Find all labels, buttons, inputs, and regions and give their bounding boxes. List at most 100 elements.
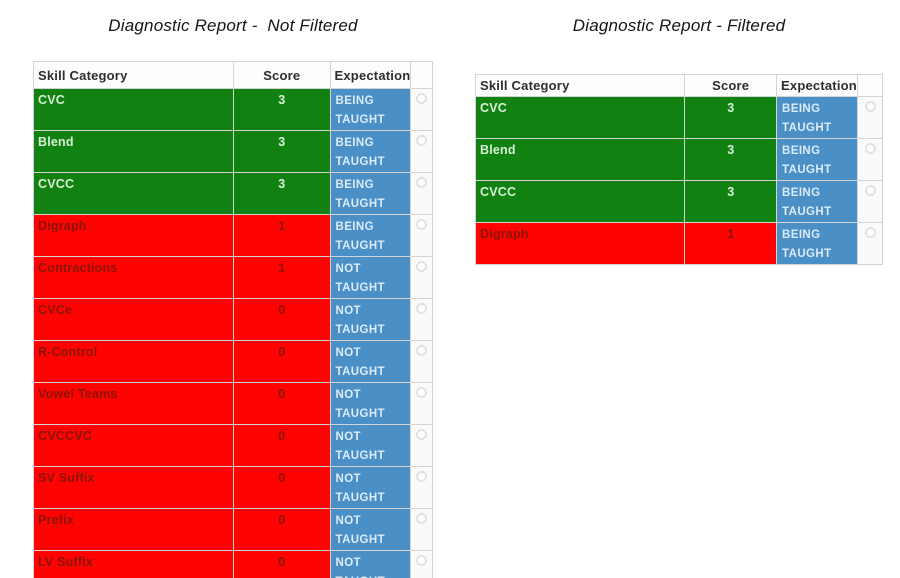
- expectation-cell: NOT TAUGHT: [329, 382, 412, 425]
- skill-category-cell: CVCC: [32, 172, 235, 215]
- expectation-cell: BEING TAUGHT: [776, 180, 859, 223]
- row-select-cell: [410, 340, 433, 383]
- score-cell: 3: [233, 130, 331, 173]
- table-row: Digraph 1 BEING TAUGHT: [474, 222, 883, 265]
- table-row: SV Suffix 0 NOT TAUGHT: [32, 466, 433, 509]
- expectation-cell: NOT TAUGHT: [329, 298, 412, 341]
- expectation-cell: BEING TAUGHT: [329, 88, 412, 131]
- column-header-select: [857, 74, 883, 97]
- table-row: R-Control 0 NOT TAUGHT: [32, 340, 433, 383]
- row-select-cell: [857, 138, 883, 181]
- radio-button-icon[interactable]: [416, 429, 428, 440]
- skill-category-cell: Digraph: [32, 214, 235, 257]
- skill-category-cell: SV Suffix: [32, 466, 235, 509]
- radio-button-icon[interactable]: [416, 387, 428, 398]
- skill-category-cell: CVCCVC: [32, 424, 235, 467]
- table-row: CVCC 3 BEING TAUGHT: [32, 172, 433, 215]
- row-select-cell: [857, 222, 883, 265]
- radio-button-icon[interactable]: [416, 93, 428, 104]
- table-row: CVCC 3 BEING TAUGHT: [474, 180, 883, 223]
- radio-button-icon[interactable]: [416, 219, 428, 230]
- score-cell: 0: [233, 466, 331, 509]
- expectation-cell: BEING TAUGHT: [329, 214, 412, 257]
- score-cell: 0: [233, 424, 331, 467]
- radio-button-icon[interactable]: [416, 555, 428, 566]
- expectation-cell: NOT TAUGHT: [329, 256, 412, 299]
- diagnostic-report-filtered: Diagnostic Report - Filtered Skill Categ…: [474, 16, 883, 265]
- row-select-cell: [410, 508, 433, 551]
- column-header-score: Score: [233, 61, 331, 89]
- skill-category-cell: Digraph: [474, 222, 686, 265]
- expectation-cell: BEING TAUGHT: [329, 172, 412, 215]
- table-row: CVC 3 BEING TAUGHT: [474, 96, 883, 139]
- column-header-skill-category: Skill Category: [32, 61, 235, 89]
- radio-button-icon[interactable]: [416, 513, 428, 524]
- skill-category-cell: Blend: [474, 138, 686, 181]
- expectation-cell: NOT TAUGHT: [329, 550, 412, 578]
- score-cell: 3: [684, 138, 778, 181]
- score-cell: 3: [233, 88, 331, 131]
- table-row: Contractions 1 NOT TAUGHT: [32, 256, 433, 299]
- score-cell: 0: [233, 298, 331, 341]
- table-header-row: Skill Category Score Expectation: [474, 74, 883, 97]
- table-row: Blend 3 BEING TAUGHT: [32, 130, 433, 173]
- table-row: CVC 3 BEING TAUGHT: [32, 88, 433, 131]
- row-select-cell: [857, 180, 883, 223]
- score-cell: 1: [684, 222, 778, 265]
- score-cell: 0: [233, 382, 331, 425]
- row-select-cell: [410, 466, 433, 509]
- expectation-cell: NOT TAUGHT: [329, 424, 412, 467]
- table-row: LV Suffix 0 NOT TAUGHT: [32, 550, 433, 578]
- column-header-skill-category: Skill Category: [474, 74, 686, 97]
- row-select-cell: [410, 382, 433, 425]
- expectation-cell: NOT TAUGHT: [329, 508, 412, 551]
- skills-table: Skill Category Score Expectation CVC 3 B…: [32, 61, 433, 578]
- skill-category-cell: CVCe: [32, 298, 235, 341]
- page-title: Diagnostic Report - Filtered: [572, 16, 786, 35]
- radio-button-icon[interactable]: [416, 471, 428, 482]
- radio-button-icon[interactable]: [416, 135, 428, 146]
- table-row: Digraph 1 BEING TAUGHT: [32, 214, 433, 257]
- table-header-row: Skill Category Score Expectation: [32, 61, 433, 89]
- radio-button-icon[interactable]: [416, 177, 428, 188]
- radio-button-icon[interactable]: [416, 345, 428, 356]
- column-header-score: Score: [684, 74, 778, 97]
- radio-button-icon[interactable]: [416, 303, 428, 314]
- skill-category-cell: Contractions: [32, 256, 235, 299]
- column-header-expectation: Expectation: [329, 61, 412, 89]
- radio-button-icon[interactable]: [864, 227, 876, 238]
- table-row: Prefix 0 NOT TAUGHT: [32, 508, 433, 551]
- score-cell: 3: [684, 96, 778, 139]
- skill-category-cell: CVC: [474, 96, 686, 139]
- table-row: CVCCVC 0 NOT TAUGHT: [32, 424, 433, 467]
- score-cell: 0: [233, 550, 331, 578]
- radio-button-icon[interactable]: [416, 261, 428, 272]
- score-cell: 0: [233, 508, 331, 551]
- score-cell: 1: [233, 214, 331, 257]
- skill-category-cell: LV Suffix: [32, 550, 235, 578]
- table-row: Blend 3 BEING TAUGHT: [474, 138, 883, 181]
- row-select-cell: [410, 298, 433, 341]
- skill-category-cell: Vowel Teams: [32, 382, 235, 425]
- skill-category-cell: Blend: [32, 130, 235, 173]
- radio-button-icon[interactable]: [864, 185, 876, 196]
- expectation-cell: NOT TAUGHT: [329, 340, 412, 383]
- score-cell: 1: [233, 256, 331, 299]
- expectation-cell: BEING TAUGHT: [329, 130, 412, 173]
- radio-button-icon[interactable]: [864, 101, 876, 112]
- diagnostic-report-not-filtered: Diagnostic Report - Not Filtered Skill C…: [32, 16, 433, 578]
- row-select-cell: [857, 96, 883, 139]
- row-select-cell: [410, 214, 433, 257]
- page-title: Diagnostic Report - Not Filtered: [108, 16, 358, 35]
- row-select-cell: [410, 550, 433, 578]
- column-header-select: [410, 61, 433, 89]
- score-cell: 3: [684, 180, 778, 223]
- radio-button-icon[interactable]: [864, 143, 876, 154]
- row-select-cell: [410, 88, 433, 131]
- table-row: Vowel Teams 0 NOT TAUGHT: [32, 382, 433, 425]
- expectation-cell: NOT TAUGHT: [329, 466, 412, 509]
- row-select-cell: [410, 130, 433, 173]
- score-cell: 0: [233, 340, 331, 383]
- row-select-cell: [410, 256, 433, 299]
- expectation-cell: BEING TAUGHT: [776, 96, 859, 139]
